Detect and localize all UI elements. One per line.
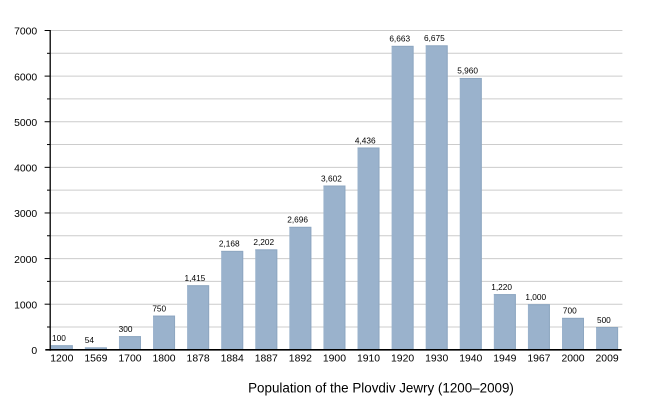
svg-text:1,415: 1,415	[185, 273, 206, 283]
svg-text:54: 54	[85, 335, 95, 345]
svg-text:1900: 1900	[323, 353, 346, 364]
svg-text:2000: 2000	[561, 353, 584, 364]
svg-text:2,696: 2,696	[287, 215, 308, 225]
svg-text:0: 0	[31, 346, 37, 357]
svg-text:700: 700	[563, 306, 577, 316]
svg-text:1940: 1940	[459, 353, 482, 364]
svg-text:1910: 1910	[357, 353, 380, 364]
svg-text:5000: 5000	[14, 118, 37, 129]
svg-text:100: 100	[52, 333, 66, 343]
svg-text:1878: 1878	[187, 353, 210, 364]
svg-text:2009: 2009	[596, 353, 619, 364]
svg-text:1884: 1884	[221, 353, 244, 364]
svg-text:1,000: 1,000	[525, 292, 546, 302]
svg-text:2,168: 2,168	[219, 239, 240, 249]
svg-text:1800: 1800	[152, 353, 175, 364]
svg-text:1930: 1930	[425, 353, 448, 364]
svg-text:1000: 1000	[14, 300, 37, 311]
svg-text:1887: 1887	[255, 353, 278, 364]
svg-text:1700: 1700	[118, 353, 141, 364]
svg-text:4,436: 4,436	[355, 135, 376, 145]
svg-text:4000: 4000	[14, 164, 37, 175]
svg-text:1967: 1967	[527, 353, 550, 364]
svg-text:3,602: 3,602	[321, 173, 342, 183]
svg-text:1892: 1892	[289, 353, 312, 364]
svg-text:Population of the Plovdiv Jewr: Population of the Plovdiv Jewry (1200–20…	[248, 380, 514, 395]
svg-text:1569: 1569	[84, 353, 107, 364]
svg-text:1,220: 1,220	[491, 282, 512, 292]
svg-text:1920: 1920	[391, 353, 414, 364]
svg-text:7000: 7000	[14, 27, 37, 38]
svg-text:6,663: 6,663	[389, 34, 410, 44]
svg-text:5,960: 5,960	[457, 66, 478, 76]
svg-text:1949: 1949	[493, 353, 516, 364]
svg-text:750: 750	[152, 303, 166, 313]
svg-text:2000: 2000	[14, 255, 37, 266]
svg-text:6000: 6000	[14, 72, 37, 83]
svg-text:2,202: 2,202	[253, 237, 274, 247]
svg-text:1200: 1200	[50, 353, 73, 364]
svg-text:3000: 3000	[14, 209, 37, 220]
svg-text:300: 300	[119, 324, 133, 334]
svg-text:500: 500	[597, 315, 611, 325]
svg-text:6,675: 6,675	[424, 33, 445, 43]
